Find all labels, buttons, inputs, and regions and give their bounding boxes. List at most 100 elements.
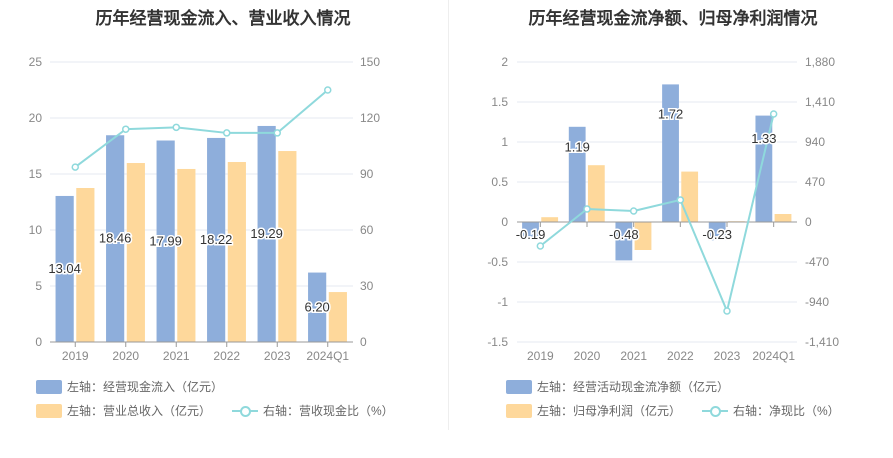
x-tick-label: 2023	[714, 349, 741, 363]
legend-line-icon	[232, 404, 258, 418]
data-label: -0.19	[516, 227, 546, 242]
line-point-2024Q1	[769, 110, 778, 118]
bar-2021	[634, 222, 652, 250]
bar-2023	[708, 222, 726, 241]
line-series	[539, 113, 775, 315]
bar-2022	[227, 162, 246, 342]
y-right-tick: 0	[805, 215, 812, 229]
y-right-tick: 0	[360, 335, 367, 349]
data-label: 19.29	[250, 226, 283, 241]
chart-right-svg: -1.5 -1,410 -1 -940 -0.5 -470 0 0 0.5 470 1 940 1.5 1…	[487, 55, 839, 363]
bar-2024Q1	[774, 214, 792, 222]
y-right-tick: 150	[360, 55, 380, 69]
bar-2020	[587, 165, 605, 222]
bar-2022	[662, 84, 679, 223]
y-right-tick: -1,410	[805, 335, 839, 349]
bar-2019	[55, 195, 74, 342]
x-tick-label: 2024Q1	[752, 349, 795, 363]
legend-item[interactable]: 左轴：归母净利润（亿元）	[506, 402, 681, 419]
x-tick-label: 2020	[574, 349, 601, 363]
line-point-2019	[536, 242, 545, 250]
legend-label: 左轴：经营现金流入（亿元）	[67, 380, 224, 394]
y-left-tick: 10	[29, 223, 43, 237]
line-series	[74, 89, 329, 168]
y-left-tick: 2	[501, 55, 508, 69]
legend-swatch	[506, 403, 532, 418]
bar-2021	[156, 140, 175, 342]
y-right-tick: -940	[805, 295, 829, 309]
chart-right: 历年经营现金流净额、归母净利润情况 -1.5 -1,410 -1 -940 -0.5 -4…	[450, 0, 893, 458]
chart-left: 历年经营现金流入、营业收入情况 0 0 5 30 10 60 15 90 20 120 25 150 2…	[0, 0, 446, 458]
y-right-tick: 120	[360, 111, 380, 125]
y-left-tick: -1	[497, 295, 508, 309]
bar-2019	[541, 217, 559, 222]
x-tick-label: 2021	[620, 349, 647, 363]
y-right-tick: -470	[805, 255, 829, 269]
x-tick-label: 2024Q1	[306, 349, 349, 363]
bar-2020	[126, 163, 145, 342]
y-right-tick: 470	[805, 175, 825, 189]
legend-item[interactable]: 左轴：经营现金流入（亿元）	[36, 378, 223, 395]
data-label: -0.23	[702, 227, 732, 242]
y-left-tick: 5	[35, 279, 42, 293]
legend-item[interactable]: 左轴：经营活动现金流净额（亿元）	[506, 378, 729, 395]
data-label: 17.99	[149, 233, 182, 248]
legend-label: 左轴：经营活动现金流净额（亿元）	[537, 380, 730, 394]
legend-label: 右轴：净现比（%）	[733, 404, 840, 418]
x-tick-label: 2022	[213, 349, 240, 363]
y-right-tick: 90	[360, 167, 374, 181]
y-right-tick: 1,410	[805, 95, 835, 109]
x-tick-label: 2022	[667, 349, 694, 363]
x-tick-label: 2019	[527, 349, 554, 363]
y-right-tick: 30	[360, 279, 374, 293]
x-tick-label: 2019	[62, 349, 89, 363]
bar-2020	[568, 126, 586, 222]
y-right-tick: 940	[805, 135, 825, 149]
bar-2019	[76, 188, 95, 342]
line-point-2023	[723, 307, 731, 315]
data-label: 18.46	[99, 231, 132, 246]
bar-2021	[177, 168, 196, 342]
bar-2023	[278, 151, 297, 342]
y-left-tick: 0	[35, 335, 42, 349]
y-left-tick: -0.5	[487, 255, 508, 269]
chart-title: 历年经营现金流入、营业收入情况	[95, 9, 351, 28]
line-point-2022	[223, 129, 231, 137]
legend-item[interactable]: 右轴：营收现金比（%）	[232, 402, 394, 419]
bar-2019	[522, 222, 539, 238]
y-left-tick: 15	[29, 167, 43, 181]
data-label: 6.20	[304, 299, 329, 314]
bar-2024Q1	[308, 272, 327, 342]
y-left-tick: 25	[29, 55, 43, 69]
line-point-2019	[71, 163, 79, 171]
line-point-2021	[172, 123, 180, 132]
y-left-tick: 0.5	[491, 175, 508, 189]
data-label: 1.19	[565, 140, 590, 155]
y-left-tick: 1	[501, 135, 508, 149]
y-left-tick: 0	[501, 215, 508, 229]
line-point-2023	[273, 129, 281, 137]
data-label: 13.04	[48, 261, 81, 276]
y-right-tick: 60	[360, 223, 374, 237]
legend-line-icon	[702, 404, 728, 418]
y-left-tick: 20	[29, 111, 43, 125]
legend-item[interactable]: 右轴：净现比（%）	[702, 402, 840, 419]
legend-label: 左轴：归母净利润（亿元）	[537, 404, 682, 418]
bar-2024Q1	[328, 292, 347, 342]
line-point-2020	[122, 125, 130, 133]
x-tick-label: 2023	[264, 349, 291, 363]
chart-title: 历年经营现金流净额、归母净利润情况	[528, 9, 818, 28]
data-label: 1.33	[751, 131, 776, 146]
legend-swatch	[36, 379, 62, 394]
chart-left-svg: 0 0 5 30 10 60 15 90 20 120 25 150 2019 2020 2021 2022 2…	[29, 55, 381, 363]
bar-2024Q1	[755, 115, 773, 222]
line-point-2021	[629, 207, 638, 215]
line-point-2020	[583, 205, 591, 213]
x-tick-label: 2021	[163, 349, 190, 363]
legend-item[interactable]: 左轴：营业总收入（亿元）	[36, 402, 211, 419]
bar-2022	[681, 171, 699, 222]
line-point-2022	[676, 196, 685, 204]
x-tick-label: 2020	[112, 349, 139, 363]
data-label: -0.48	[609, 227, 639, 242]
legend-swatch	[36, 403, 62, 418]
